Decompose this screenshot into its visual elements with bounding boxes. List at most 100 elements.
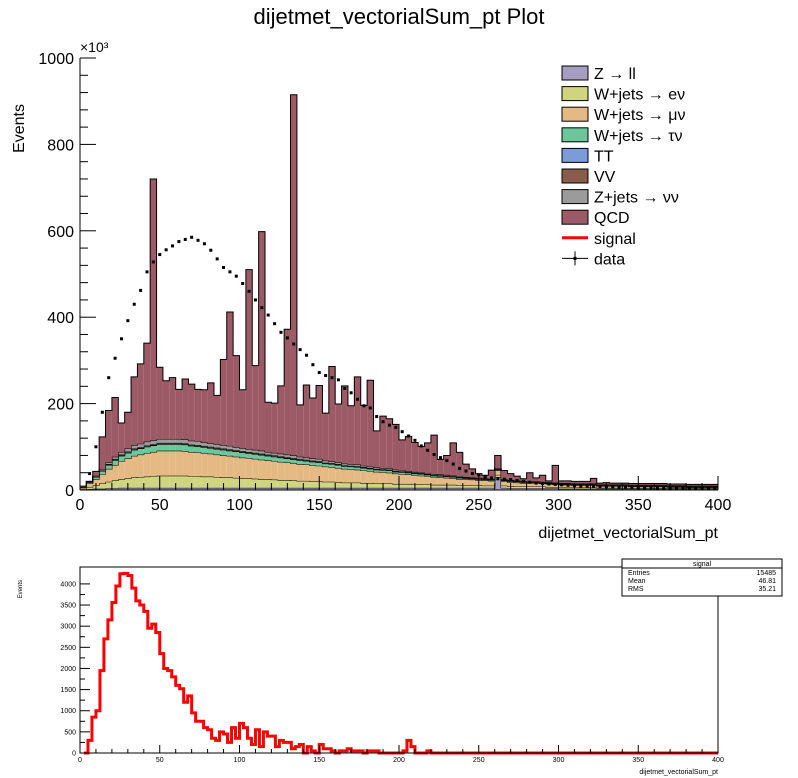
legend-swatch: [561, 209, 589, 225]
data-point: [496, 477, 500, 481]
stack-bar: [386, 468, 393, 470]
stack-bar: [360, 465, 368, 468]
signal-axes: 0 500 1000 1500 2000 2500 3000 3500 4000 0 50 100 15…: [60, 566, 724, 764]
stack-bar: [252, 449, 259, 453]
stats-row-value: 35.21: [758, 586, 776, 593]
x-tick-label: 400: [705, 497, 732, 514]
stack-bar: [392, 471, 399, 474]
stack-bar: [373, 469, 380, 472]
stack-bar: [328, 481, 336, 488]
stack-bar: [162, 439, 170, 443]
stack-bar: [615, 488, 623, 490]
legend-entry: Z+jets → νν: [561, 189, 679, 207]
stack-bar: [367, 483, 374, 488]
stack-bar: [188, 440, 195, 445]
data-point: [630, 485, 634, 489]
stack-bar: [584, 488, 591, 490]
legend-swatch: [561, 106, 589, 122]
stack-bar: [296, 456, 304, 459]
stack-bar: [596, 483, 604, 485]
data-point: [222, 266, 226, 270]
stack-bar: [322, 466, 329, 482]
signal-x-tick-label: 0: [78, 757, 82, 764]
stack-bar: [99, 469, 106, 471]
x-tick-label: 50: [151, 497, 169, 514]
stack-bar: [182, 475, 189, 488]
signal-x-tick-label: 250: [473, 757, 485, 764]
stack-bar: [424, 487, 431, 490]
data-point: [438, 456, 442, 460]
data-point: [611, 485, 615, 489]
stack-bar: [558, 487, 565, 489]
stack-bar: [379, 470, 387, 473]
data-point: [566, 483, 570, 487]
stack-bar: [399, 474, 406, 484]
signal-y-tick-label: 2500: [60, 645, 76, 652]
data-point: [547, 482, 551, 486]
stack-bar: [188, 476, 195, 488]
stack-bar: [105, 410, 112, 463]
stack-bar: [265, 487, 272, 490]
stack-bar: [118, 487, 125, 490]
data-point: [675, 486, 679, 490]
data-point: [298, 348, 302, 352]
legend-swatch: [561, 147, 589, 163]
stats-box: signal Entries 15485 Mean 46.81 RMS 35.21: [621, 558, 783, 597]
data-point: [177, 240, 181, 244]
signal-y-tick-label: 1000: [60, 708, 76, 715]
stack-bar: [277, 453, 285, 457]
stack-bar: [207, 382, 214, 444]
stack-bar: [150, 476, 157, 488]
x-tick-label: 100: [226, 497, 253, 514]
legend-entry: W+jets → μν: [561, 106, 685, 124]
legend-label: data: [594, 251, 625, 268]
stack-bar: [131, 455, 138, 478]
main-axes: 0 200 400 600 800 1000 0 50 100 150 200 250 300 350 40…: [38, 51, 731, 514]
stack-bar: [354, 464, 361, 467]
stack-bar: [258, 479, 266, 488]
stack-bar: [373, 471, 380, 484]
data-point: [190, 235, 194, 239]
stack-bar: [450, 478, 457, 485]
stack-bar: [194, 441, 202, 446]
stack-bar: [520, 486, 527, 489]
stack-bar: [124, 412, 132, 449]
stack-bar: [386, 472, 393, 484]
signal-x-tick-label: 50: [156, 757, 164, 764]
stack-bar: [532, 488, 540, 490]
y-tick-label: 600: [47, 224, 74, 241]
stack-bar: [284, 454, 291, 458]
main-plot: 0 200 400 600 800 1000 0 50 100 150 200 250 300 350 40…: [11, 39, 731, 542]
stack-bar: [213, 487, 221, 490]
signal-y-tick-label: 1500: [60, 687, 76, 694]
data-point: [451, 462, 455, 466]
stack-bar: [182, 451, 189, 476]
data-point: [387, 423, 391, 427]
stack-bar: [309, 481, 317, 488]
stack-bar: [386, 483, 393, 488]
stack-bar: [367, 380, 374, 467]
stack-bar: [405, 474, 412, 484]
stack-bar: [284, 458, 291, 463]
stack-bar: [150, 451, 157, 477]
stacked-histogram: [79, 94, 718, 491]
data-point: [107, 376, 111, 380]
legend-marker-dot: [573, 256, 577, 260]
stack-bar: [501, 470, 508, 480]
stack-bar: [450, 484, 457, 488]
stack-bar: [277, 480, 285, 488]
stack-bar: [194, 452, 202, 477]
stack-bar: [341, 463, 348, 466]
stats-title: signal: [693, 561, 712, 568]
stack-bar: [692, 484, 699, 486]
data-point: [317, 370, 321, 374]
stack-bar: [150, 487, 157, 490]
stack-bar: [520, 483, 527, 487]
stack-bar: [373, 467, 380, 469]
legend-label: signal: [594, 231, 636, 248]
stack-bar: [469, 485, 476, 488]
data-point: [139, 288, 143, 292]
stack-bar: [201, 389, 208, 443]
stack-bar: [182, 439, 189, 444]
